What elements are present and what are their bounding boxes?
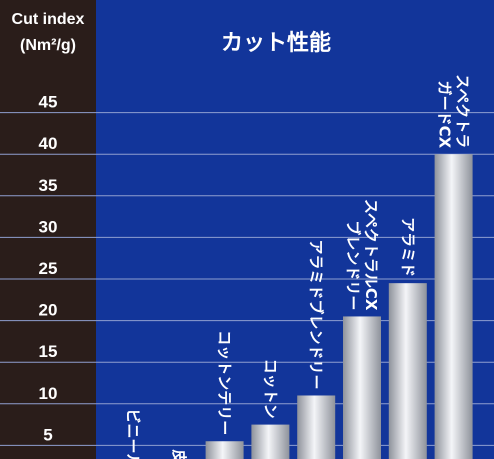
category-label: コットンテリー	[216, 330, 234, 435]
y-axis-title-line2: (Nm²/g)	[20, 37, 76, 54]
bar	[205, 441, 244, 459]
category-label-line: スペクトラ	[454, 74, 472, 148]
y-tick-labels: 5 10 15 20 25 30 35 40 45	[39, 93, 58, 445]
y-tick-label: 35	[39, 176, 58, 195]
y-tick-label: 10	[39, 384, 58, 403]
category-label-line: アラミドブレンドリー	[307, 239, 325, 389]
category-label: コットン	[261, 359, 279, 419]
bar	[251, 424, 290, 459]
plot-area	[96, 0, 494, 459]
chart-title: カット性能	[221, 30, 331, 56]
y-axis-panel	[0, 0, 96, 459]
bar	[388, 283, 427, 459]
category-label-line: コットンテリー	[216, 330, 234, 435]
y-axis-title-line1: Cut index	[12, 11, 85, 28]
bars	[205, 154, 473, 459]
y-tick-label: 20	[39, 301, 58, 320]
category-label-line: ブレンドリー	[344, 220, 362, 310]
category-label-line: ガードCX	[436, 81, 454, 149]
y-tick-label: 15	[39, 342, 58, 361]
category-label-line: ビニール	[124, 409, 142, 459]
category-label: ビニール	[124, 409, 142, 459]
category-label: 皮	[170, 449, 188, 459]
category-label-line: スペクトラルCX	[362, 199, 380, 311]
y-tick-label: 25	[39, 259, 58, 278]
bar	[343, 316, 381, 459]
y-tick-label: 5	[43, 425, 52, 444]
category-label-line: 皮	[170, 449, 188, 459]
bar	[434, 154, 473, 459]
gridlines	[0, 112, 494, 446]
y-tick-label: 45	[39, 93, 58, 112]
category-label: アラミドブレンドリー	[307, 239, 325, 389]
bar	[297, 395, 336, 459]
y-tick-label: 40	[39, 134, 58, 153]
category-label: アラミド	[399, 217, 417, 277]
y-tick-label: 30	[39, 217, 58, 236]
category-label-line: コットン	[261, 359, 279, 419]
category-label-line: アラミド	[399, 217, 417, 277]
